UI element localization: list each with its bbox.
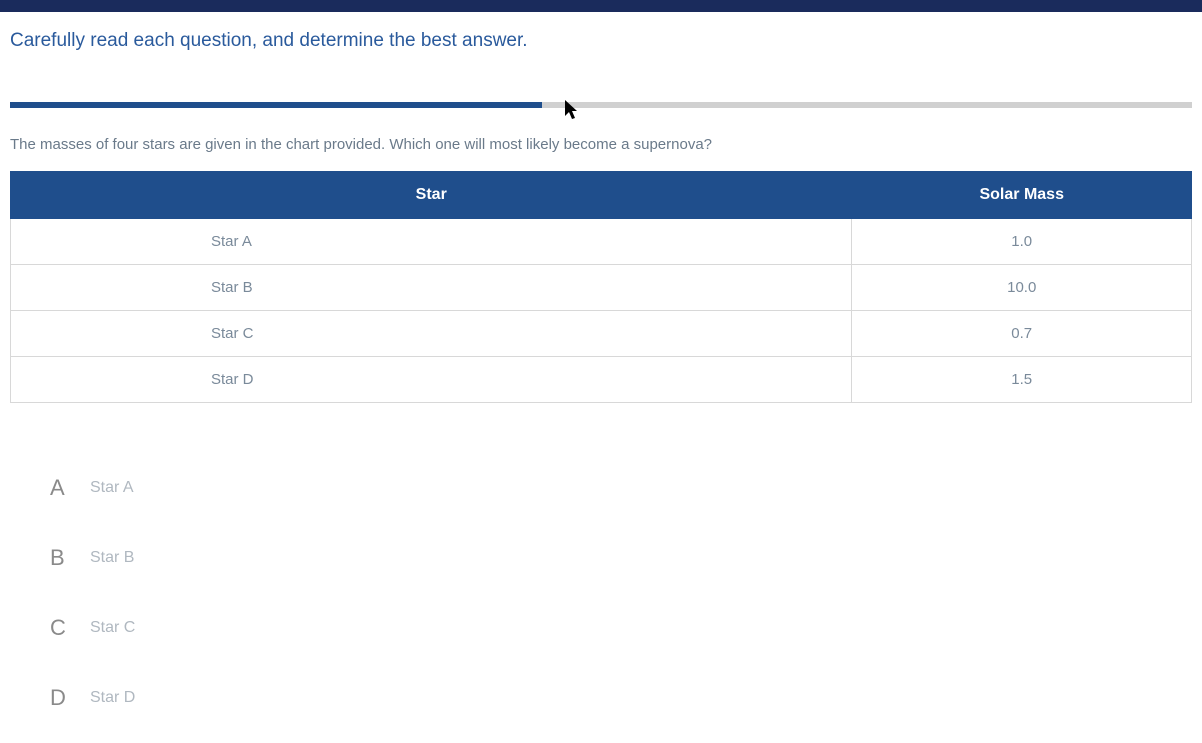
answer-letter: B	[50, 545, 90, 571]
progress-bar	[10, 102, 1192, 108]
star-mass-table: Star Solar Mass Star A 1.0 Star B 10.0 S…	[10, 171, 1192, 403]
cell-mass: 10.0	[852, 265, 1192, 311]
cell-star: Star A	[11, 219, 852, 265]
answer-text: Star C	[90, 619, 135, 637]
answer-letter: A	[50, 475, 90, 501]
instruction-text: Carefully read each question, and determ…	[10, 30, 1192, 52]
answer-option-c[interactable]: C Star C	[40, 593, 1192, 663]
quiz-page: Carefully read each question, and determ…	[0, 12, 1202, 743]
cell-star: Star C	[11, 311, 852, 357]
cell-star: Star B	[11, 265, 852, 311]
table-row: Star D 1.5	[11, 357, 1192, 403]
table-header-star: Star	[11, 172, 852, 219]
cell-mass: 1.0	[852, 219, 1192, 265]
progress-fill	[10, 102, 542, 108]
table-row: Star C 0.7	[11, 311, 1192, 357]
table-row: Star B 10.0	[11, 265, 1192, 311]
window-top-bar	[0, 0, 1202, 12]
answer-list: A Star A B Star B C Star C D Star D	[10, 453, 1192, 733]
question-text: The masses of four stars are given in th…	[10, 136, 1192, 153]
answer-letter: C	[50, 615, 90, 641]
cell-mass: 1.5	[852, 357, 1192, 403]
table-header-mass: Solar Mass	[852, 172, 1192, 219]
answer-option-a[interactable]: A Star A	[40, 453, 1192, 523]
cell-mass: 0.7	[852, 311, 1192, 357]
cell-star: Star D	[11, 357, 852, 403]
answer-letter: D	[50, 685, 90, 711]
answer-text: Star D	[90, 689, 135, 707]
answer-option-d[interactable]: D Star D	[40, 663, 1192, 733]
answer-text: Star A	[90, 479, 134, 497]
answer-text: Star B	[90, 549, 134, 567]
table-row: Star A 1.0	[11, 219, 1192, 265]
answer-option-b[interactable]: B Star B	[40, 523, 1192, 593]
